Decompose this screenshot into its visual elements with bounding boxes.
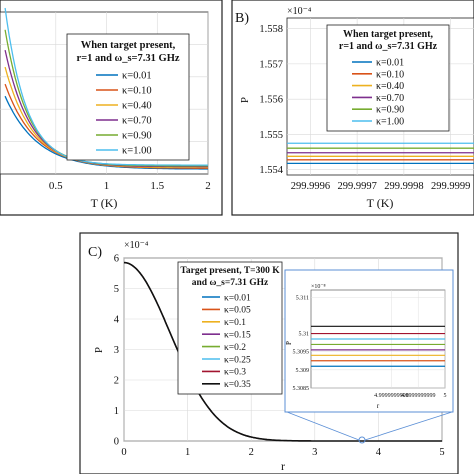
panel-c-legend-label: κ=0.35 xyxy=(224,380,251,390)
panel-c-y-ticks: 6 5 4 3 2 1 0 xyxy=(114,254,120,448)
panel-c-x-tick-label: 0 xyxy=(121,447,126,458)
panel-c-legend-label: κ=0.2 xyxy=(224,343,246,353)
panel-c-legend-title-1: Target present, T=300 K xyxy=(180,266,280,276)
panel-a-legend: When target present, r=1 and ω_s=7.31 GH… xyxy=(66,33,190,161)
panel-c-label: C) xyxy=(88,245,102,260)
panel-b-x-ticks: 299.9996 299.9997 299.9998 299.9999 xyxy=(291,181,471,192)
panel-c-x-ticks: 0 1 2 3 4 5 xyxy=(121,447,444,458)
panel-c-x-tick-label: 3 xyxy=(312,447,317,458)
panel-c-inset-xlabel: r xyxy=(377,402,380,410)
panel-c-legend-label: κ=0.1 xyxy=(224,318,246,328)
panel-c-legend-title-2: and ω_s=7.31 GHz xyxy=(192,278,269,288)
panel-c-legend: Target present, T=300 K and ω_s=7.31 GHz… xyxy=(177,261,283,395)
panel-c-inset-y-tick-label: 5.3085 xyxy=(293,386,310,392)
panel-a-legend-label: κ=0.90 xyxy=(122,131,152,142)
panel-c-x-tick-label: 1 xyxy=(185,447,190,458)
panel-b-y-tick-label: 1.554 xyxy=(259,165,283,176)
panel-c-inset-series xyxy=(311,325,445,367)
panel-a-legend-title-2: r=1 and ω_s=7.31 GHz xyxy=(76,53,179,64)
panel-b-y-tick-label: 1.557 xyxy=(259,59,283,70)
panel-c-y-tick-label: 2 xyxy=(114,376,119,387)
panel-c-legend-label: κ=0.15 xyxy=(224,331,251,341)
panel-a-x-tick-label: 0.5 xyxy=(49,180,63,192)
panel-c-inset-x-tick-label: 5 xyxy=(444,393,447,399)
panel-c-legend-label: κ=0.3 xyxy=(224,368,246,378)
panel-c-y-tick-label: 6 xyxy=(114,254,119,265)
panel-a-legend-title-1: When target present, xyxy=(81,40,176,51)
panel-a-legend-label: κ=1.00 xyxy=(122,146,152,157)
panel-b-x-tick-label: 299.9996 xyxy=(291,181,330,192)
panel-b-frame xyxy=(231,0,474,216)
panel-b-legend-label: κ=0.10 xyxy=(376,69,404,80)
panel-c-zoom-line-right xyxy=(364,411,453,441)
panel-c-x-tick-label: 4 xyxy=(376,447,382,458)
panel-c-frame xyxy=(79,232,459,474)
panel-b-y-tick-label: 1.555 xyxy=(259,130,283,141)
panel-c-x-tick-label: 5 xyxy=(439,447,444,458)
panel-b-x-tick-label: 299.9999 xyxy=(431,181,470,192)
panel-c-y-tick-label: 0 xyxy=(114,437,119,448)
panel-b-legend-label: κ=0.90 xyxy=(376,105,404,116)
panel-b-legend-label: κ=0.70 xyxy=(376,93,404,104)
panel-c-xlabel: r xyxy=(281,459,285,473)
panel-c-series xyxy=(123,261,442,442)
panel-a-xlabel: T (K) xyxy=(91,196,118,210)
panel-a-legend-label: κ=0.40 xyxy=(122,101,152,112)
panel-c-zoom-line-left xyxy=(286,411,360,441)
panel-a-legend-label: κ=0.10 xyxy=(122,86,152,97)
panel-b-series xyxy=(287,142,474,165)
panel-c-legend-label: κ=0.05 xyxy=(224,306,251,316)
panel-b-legend-label: κ=0.40 xyxy=(376,81,404,92)
panel-c-y-tick-label: 3 xyxy=(114,345,119,356)
panel-c-inset-y-tick-label: 5.31 xyxy=(299,332,310,338)
panel-a-frame xyxy=(0,0,223,216)
panel-b-legend-label: κ=0.01 xyxy=(376,58,404,69)
panel-a-x-tick-label: 1 xyxy=(104,180,110,192)
panel-c-ylabel: P xyxy=(93,347,105,353)
panel-b-x-tick-label: 299.9998 xyxy=(384,181,423,192)
panel-b-legend: When target present, r=1 and ω_s=7.31 GH… xyxy=(326,24,450,132)
panel-a-x-tick-label: 2 xyxy=(205,180,211,192)
panel-a-legend-label: κ=0.70 xyxy=(122,116,152,127)
panel-b-x-tick-label: 299.9997 xyxy=(337,181,376,192)
panel-c-inset-y-tick-label: 5.311 xyxy=(296,295,309,301)
panel-a-legend-label: κ=0.01 xyxy=(122,71,152,82)
panel-c-inset-y-tick-label: 5.309 xyxy=(296,368,310,374)
panel-c-inset-x-tick-label: 4.9999999999 xyxy=(401,393,436,399)
panel-b-y-ticks: 1.558 1.557 1.556 1.555 1.554 xyxy=(259,24,283,176)
panel-c-inset-y-tick-label: 5.3095 xyxy=(293,350,310,356)
panel-b-legend-label: κ=1.00 xyxy=(376,117,404,128)
panel-c-y-tick-label: 4 xyxy=(114,315,120,326)
panel-b-y-tick-label: 1.558 xyxy=(259,24,283,35)
panel-a-x-tick-label: 1.5 xyxy=(150,180,164,192)
panel-c-inset-ylabel: P xyxy=(285,341,293,345)
panel-a: 0.5 1 1.5 2 T (K) When target present, r=1 … xyxy=(0,0,223,216)
panel-b-legend-title-1: When target present, xyxy=(343,29,434,40)
panel-b-multiplier: ×10⁻⁴ xyxy=(287,6,312,17)
panel-b: B) ×10⁻⁴ P 1.558 1.557 1.556 1.555 1.554 299… xyxy=(231,0,474,216)
panel-c-legend-label: κ=0.25 xyxy=(224,355,251,365)
panel-c-inset: ×10⁻⁸ P 5.311 5.31 5.3095 5.309 5.3085 4.999… xyxy=(284,269,454,413)
panel-b-xlabel: T (K) xyxy=(367,196,394,210)
panel-a-series-line xyxy=(4,7,208,166)
panel-c: C) ×10⁻⁴ P 6 5 4 3 2 1 0 0 1 2 3 4 5 r Target prese… xyxy=(79,232,459,474)
panel-c-y-tick-label: 5 xyxy=(114,284,119,295)
panel-b-label: B) xyxy=(235,11,249,26)
panel-b-y-tick-label: 1.556 xyxy=(259,95,283,106)
panel-c-y-tick-label: 1 xyxy=(114,406,119,417)
panel-c-multiplier: ×10⁻⁴ xyxy=(124,240,149,251)
panel-b-ylabel: P xyxy=(239,97,251,103)
panel-c-inset-y-ticks: 5.311 5.31 5.3095 5.309 5.3085 xyxy=(293,295,310,392)
panel-c-legend-label: κ=0.01 xyxy=(224,293,251,303)
panel-c-series-line xyxy=(123,261,442,442)
panel-c-inset-x-tick-label: 4.9999999998 xyxy=(374,393,409,399)
panel-c-inset-multiplier: ×10⁻⁸ xyxy=(311,284,326,290)
panel-c-x-tick-label: 2 xyxy=(249,447,254,458)
panel-a-x-ticks: 0.5 1 1.5 2 xyxy=(49,180,211,192)
panel-b-legend-title-2: r=1 and ω_s=7.31 GHz xyxy=(339,41,438,52)
panel-a-series xyxy=(4,7,208,170)
